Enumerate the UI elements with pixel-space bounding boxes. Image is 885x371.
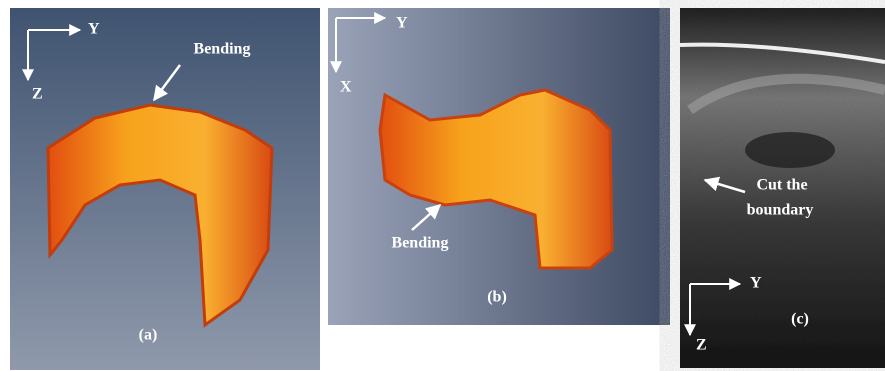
figure: Y Z Bending (a) Y X Bending (b) Cut the … xyxy=(0,0,885,371)
caption: (b) xyxy=(487,289,507,306)
panel-a: Y Z Bending (a) xyxy=(10,8,320,370)
axis-label: Y xyxy=(750,275,762,292)
axis-label: Y xyxy=(88,21,100,38)
annotation: Bending xyxy=(194,41,251,58)
annotation: boundary xyxy=(747,202,814,219)
annotation: Bending xyxy=(392,235,449,252)
caption: (c) xyxy=(791,311,809,328)
caption: (a) xyxy=(139,327,158,344)
axis-label: X xyxy=(340,79,352,96)
axis-label: Z xyxy=(696,337,707,354)
axis-label: Z xyxy=(32,86,43,103)
panel-b: Y X Bending (b) xyxy=(328,8,670,325)
dark-region xyxy=(745,132,835,168)
axis-label: Y xyxy=(396,15,408,32)
panel-c: Cut the boundary Y Z (c) xyxy=(680,8,885,368)
annotation: Cut the xyxy=(756,177,807,194)
